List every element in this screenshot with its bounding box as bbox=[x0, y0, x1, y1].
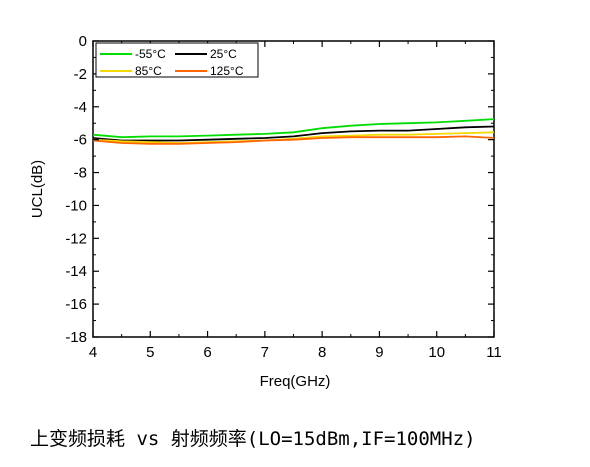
y-tick-label: -16 bbox=[65, 296, 87, 313]
y-tick-label: -12 bbox=[65, 230, 87, 247]
series-line-1 bbox=[92, 118, 495, 139]
x-tick-label: 8 bbox=[318, 344, 326, 361]
x-tick-label: 5 bbox=[146, 344, 154, 361]
series-line-2 bbox=[92, 125, 495, 142]
x-tick-label: 10 bbox=[428, 344, 445, 361]
y-tick-label: -18 bbox=[65, 329, 87, 346]
y-tick-label: -8 bbox=[74, 165, 87, 182]
x-tick-label: 7 bbox=[261, 344, 269, 361]
y-tick-label: -2 bbox=[74, 66, 87, 83]
legend-label: -55°C bbox=[135, 47, 166, 61]
y-tick-label: -6 bbox=[74, 132, 87, 149]
legend-label: 85°C bbox=[135, 64, 162, 78]
chart-caption: 上变频损耗 vs 射频频率(LO=15dBm,IF=100MHz) bbox=[30, 428, 476, 450]
x-axis-title: Freq(GHz) bbox=[260, 373, 331, 390]
x-tick-label: 11 bbox=[486, 344, 502, 361]
y-tick-label: -14 bbox=[65, 263, 87, 280]
series-line-4 bbox=[92, 135, 495, 145]
legend-label: 25°C bbox=[210, 47, 237, 61]
plot-frame bbox=[92, 40, 495, 338]
y-tick-label: -10 bbox=[65, 197, 87, 214]
x-tick-label: 6 bbox=[203, 344, 211, 361]
y-tick-label: -4 bbox=[74, 99, 87, 116]
legend-label: 125°C bbox=[210, 64, 244, 78]
x-tick-label: 4 bbox=[89, 344, 97, 361]
x-tick-label: 9 bbox=[375, 344, 383, 361]
chart: 4 5 6 7 8 9 10 11 0 -2 -4 -6 -8 -10 -12 -14 -16 -18 -55°C… bbox=[29, 33, 502, 390]
y-tick-label: 0 bbox=[79, 33, 87, 50]
y-axis-title: UCL(dB) bbox=[29, 160, 46, 218]
